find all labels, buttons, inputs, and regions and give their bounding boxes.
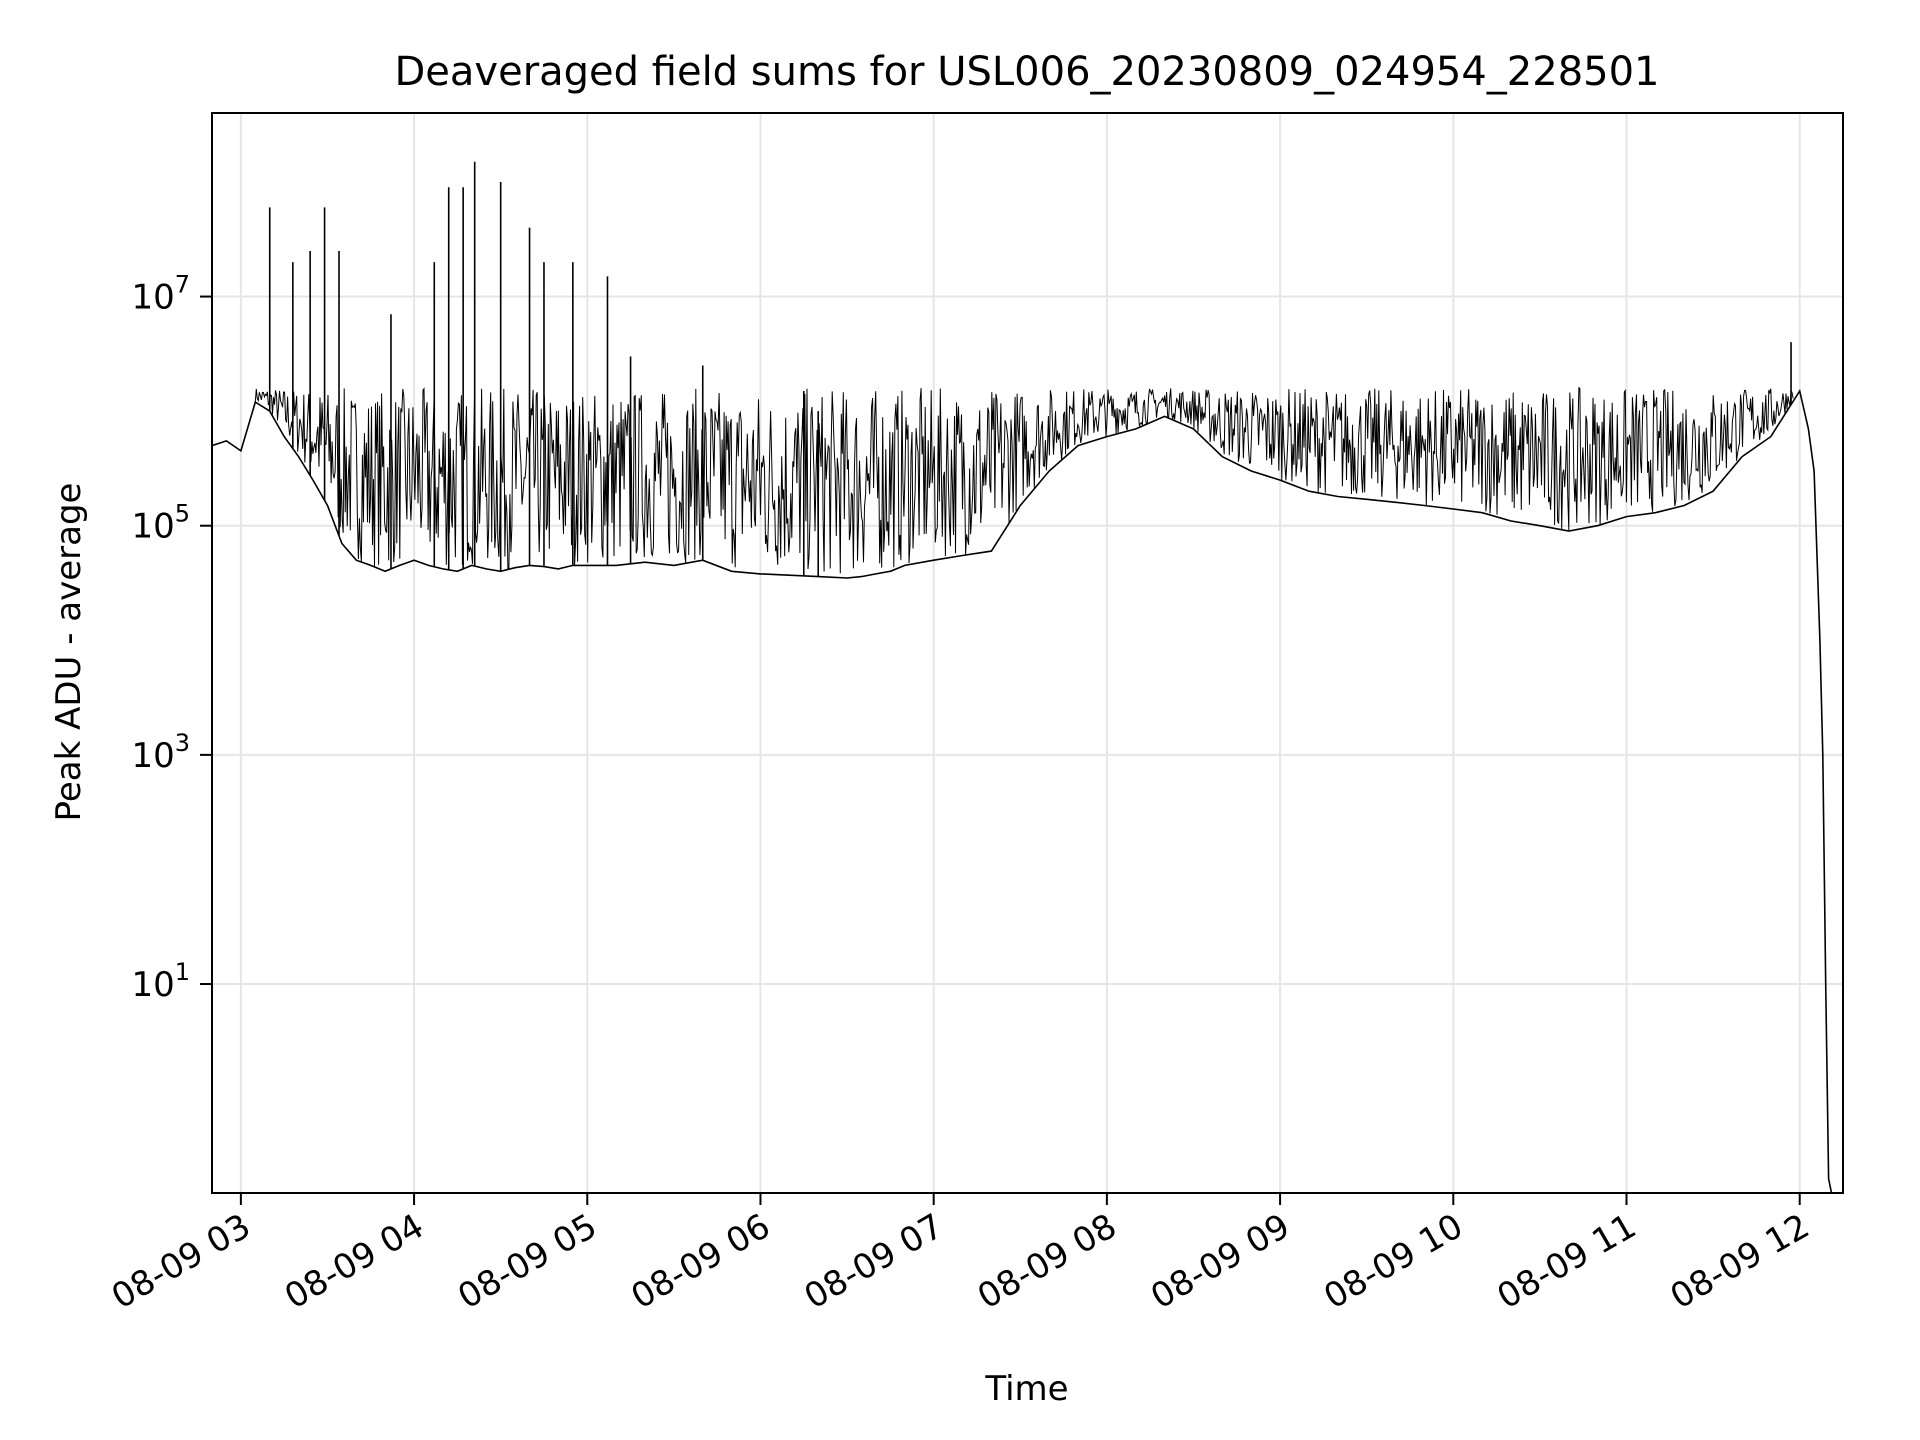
series-line-baseline [212, 388, 1833, 1193]
series-line-noise [254, 386, 1794, 574]
y-tick-exponent: 1 [175, 958, 190, 986]
y-tick-label: 107 [131, 271, 190, 318]
series-lines [212, 161, 1833, 1193]
plot-frame [211, 112, 1844, 1194]
chart-title: Deaveraged field sums for USL006_2023080… [395, 49, 1660, 95]
y-tick-label: 105 [131, 500, 190, 547]
y-tick-base: 10 [131, 736, 174, 776]
y-tick-label: 103 [131, 729, 190, 776]
y-tick-exponent: 7 [175, 271, 190, 299]
y-tick-base: 10 [131, 507, 174, 547]
y-tick-exponent: 3 [175, 729, 190, 757]
y-tick-base: 10 [131, 278, 174, 318]
x-axis-label: Time [984, 1369, 1068, 1409]
y-tick-label: 101 [131, 958, 190, 1005]
y-axis-label: Peak ADU - average [49, 483, 89, 822]
grid [212, 113, 1843, 1193]
y-tick-base: 10 [131, 965, 174, 1005]
y-tick-exponent: 5 [175, 500, 190, 528]
